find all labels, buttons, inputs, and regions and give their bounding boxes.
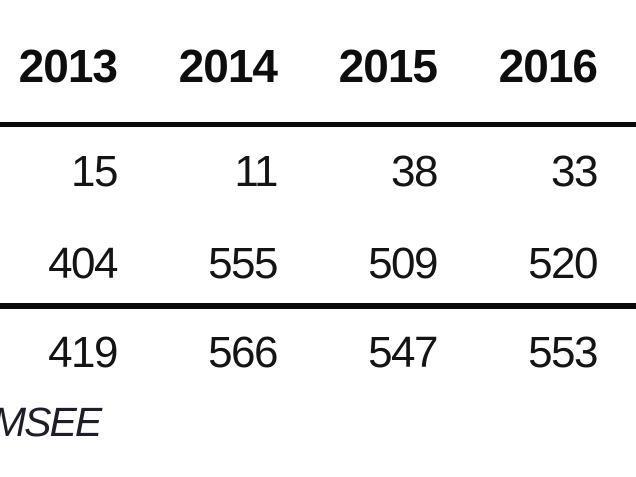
table-header-rule (0, 122, 636, 127)
table-row: 15 11 38 33 (0, 147, 598, 196)
table-cell: 555 (208, 239, 278, 288)
table-total-cell: 566 (208, 328, 278, 377)
table-row: 404 555 509 520 (0, 239, 598, 288)
source-footnote-fragment: MSEE (0, 399, 102, 445)
table-cell: 15 (71, 147, 118, 196)
table-total-cell: 419 (48, 328, 118, 377)
year-column-header: 2015 (338, 40, 438, 92)
table-cell: 33 (551, 147, 598, 196)
year-column-header: 2016 (498, 40, 598, 92)
table-total-cell: 547 (368, 328, 438, 377)
year-column-header: 2013 (18, 40, 118, 92)
table-header-row: 2013 2014 2015 2016 (0, 40, 598, 92)
table-total-rule (0, 303, 636, 309)
table-cell: 38 (391, 147, 438, 196)
table-cell: 11 (234, 147, 278, 196)
table-total-cell: 553 (528, 328, 598, 377)
table-cell: 509 (368, 239, 438, 288)
year-column-header: 2014 (178, 40, 278, 92)
table-cell: 520 (528, 239, 598, 288)
table-total-row: 419 566 547 553 (0, 328, 598, 377)
table-cell: 404 (48, 239, 118, 288)
